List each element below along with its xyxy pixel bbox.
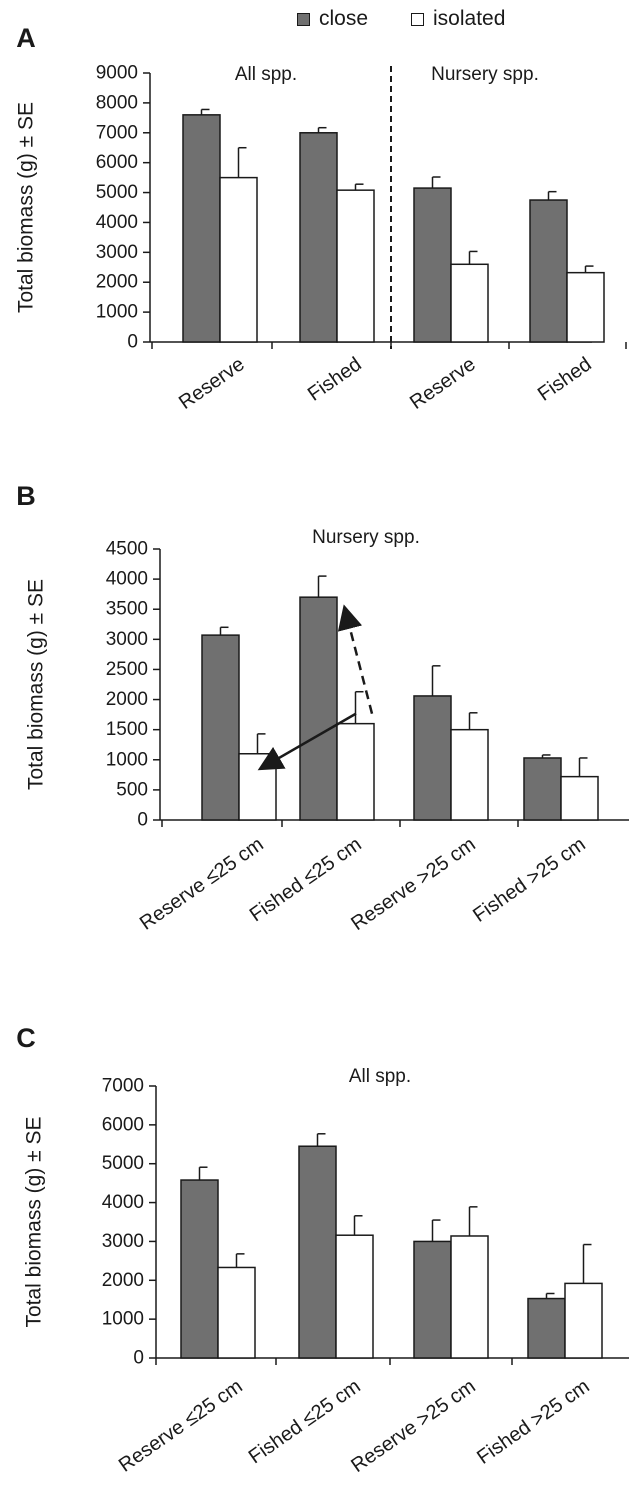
y-tick-label: 0 <box>127 332 138 353</box>
bar-isolated-1 <box>217 1266 256 1359</box>
y-tick-label: 1500 <box>106 719 148 740</box>
x-tick-label: Reserve ≤25 cm <box>115 1375 247 1476</box>
legend-item-close: close <box>297 7 369 30</box>
bar-isolated-2 <box>336 189 375 343</box>
y-axis-label: Total biomass (g) ± SE <box>25 579 48 790</box>
panel-letter-a: A <box>16 23 36 53</box>
x-tick-label: Reserve >25 cm <box>347 833 479 935</box>
panel-c <box>149 1085 629 1365</box>
y-tick-label: 2000 <box>96 272 138 293</box>
bar-isolated-3 <box>450 728 489 821</box>
bar-isolated-2 <box>335 1234 374 1359</box>
y-tick-label: 4000 <box>96 212 138 233</box>
y-tick-label: 0 <box>137 810 148 831</box>
bar-isolated-1 <box>219 176 258 343</box>
y-tick-label: 4000 <box>106 569 148 590</box>
y-tick-label: 9000 <box>96 63 138 84</box>
y-tick-label: 2000 <box>102 1270 144 1291</box>
bar-isolated-4 <box>566 271 605 343</box>
panel-title: All spp. <box>349 1066 411 1087</box>
isolated-swatch <box>411 12 424 26</box>
x-tick-label: Fished ≤25 cm <box>245 1375 365 1468</box>
legend-label-close: close <box>319 7 369 30</box>
x-tick-label: Fished <box>304 353 366 405</box>
legend-label-isolated: isolated <box>433 7 506 30</box>
bar-close-1 <box>201 634 240 821</box>
y-axis-label: Total biomass (g) ± SE <box>15 102 38 313</box>
y-tick-label: 7000 <box>102 1076 144 1097</box>
x-tick-label: Fished >25 cm <box>469 833 590 927</box>
bar-close-4 <box>523 757 562 821</box>
bar-close-3 <box>413 1240 452 1359</box>
x-tick-label: Fished >25 cm <box>473 1375 594 1469</box>
y-tick-label: 1000 <box>102 1309 144 1330</box>
y-tick-label: 5000 <box>96 182 138 203</box>
bar-close-2 <box>298 1145 337 1359</box>
y-axis-label: Total biomass (g) ± SE <box>23 1116 46 1327</box>
bar-close-2 <box>299 132 338 343</box>
panel-b <box>153 548 629 827</box>
bar-close-3 <box>413 695 452 821</box>
y-tick-label: 4000 <box>102 1192 144 1213</box>
arrow-solid <box>257 712 357 771</box>
bar-close-4 <box>527 1297 566 1359</box>
arrow-dashed <box>337 604 374 714</box>
panel-a <box>143 66 627 349</box>
y-tick-label: 7000 <box>96 122 138 143</box>
x-tick-label: Reserve ≤25 cm <box>136 833 268 934</box>
y-tick-label: 6000 <box>96 152 138 173</box>
group-label: All spp. <box>235 64 297 85</box>
bar-close-4 <box>529 199 568 343</box>
y-tick-label: 1000 <box>96 302 138 323</box>
bar-isolated-4 <box>560 775 599 821</box>
close-swatch <box>297 12 310 26</box>
y-tick-label: 3000 <box>106 629 148 650</box>
bar-close-1 <box>180 1179 219 1359</box>
y-tick-label: 2500 <box>106 659 148 680</box>
bar-close-1 <box>182 114 221 343</box>
y-tick-label: 2000 <box>106 689 148 710</box>
x-tick-label: Reserve >25 cm <box>347 1375 479 1477</box>
y-tick-label: 8000 <box>96 92 138 113</box>
x-tick-label: Reserve <box>406 353 480 414</box>
y-tick-label: 1000 <box>106 749 148 770</box>
y-tick-label: 5000 <box>102 1153 144 1174</box>
panel-letter-b: B <box>16 481 36 511</box>
bar-close-3 <box>413 187 452 343</box>
y-tick-label: 3000 <box>102 1231 144 1252</box>
legend-item-isolated: isolated <box>411 7 506 30</box>
group-label: Nursery spp. <box>431 64 539 85</box>
bar-isolated-3 <box>450 1235 489 1359</box>
bar-isolated-4 <box>564 1282 603 1359</box>
bar-isolated-3 <box>450 263 489 343</box>
y-tick-label: 0 <box>133 1348 144 1369</box>
panel-title: Nursery spp. <box>312 527 420 548</box>
bar-isolated-2 <box>336 722 375 821</box>
bar-close-2 <box>299 596 338 821</box>
x-tick-label: Fished <box>534 353 596 405</box>
y-tick-label: 3000 <box>96 242 138 263</box>
y-tick-label: 500 <box>116 779 148 800</box>
y-tick-label: 6000 <box>102 1114 144 1135</box>
y-tick-label: 4500 <box>106 539 148 560</box>
panel-letter-c: C <box>16 1023 36 1053</box>
y-tick-label: 3500 <box>106 599 148 620</box>
x-tick-label: Reserve <box>175 353 249 414</box>
